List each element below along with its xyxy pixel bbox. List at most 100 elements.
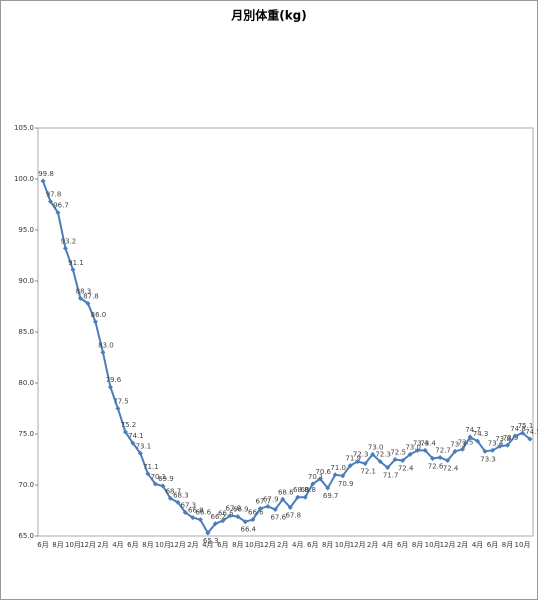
x-tick-label: 2月 <box>97 541 108 549</box>
data-label: 72.5 <box>390 449 406 457</box>
data-label: 69.9 <box>158 475 174 483</box>
data-label: 71.7 <box>383 472 399 480</box>
series-line <box>42 180 531 535</box>
y-tick-label: 85.0 <box>18 328 34 336</box>
x-tick-label: 2月 <box>277 541 288 549</box>
data-label: 67.8 <box>285 511 301 519</box>
y-tick-label: 90.0 <box>18 277 34 285</box>
y-tick-label: 80.0 <box>18 379 34 387</box>
data-label: 72.4 <box>443 465 459 473</box>
data-label: 73.4 <box>420 439 436 447</box>
data-label: 67.7 <box>255 497 271 505</box>
x-tick-label: 8月 <box>232 541 243 549</box>
data-label: 66.6 <box>196 509 212 517</box>
point <box>235 514 241 520</box>
data-label: 74.7 <box>465 426 481 434</box>
data-label: 65.3 <box>203 537 219 545</box>
point <box>70 267 76 273</box>
x-tick-label: 8月 <box>322 541 333 549</box>
x-tick-label: 10月 <box>245 541 261 549</box>
data-label: 66.5 <box>218 510 234 518</box>
point <box>287 504 293 510</box>
y-tick-label: 105.0 <box>14 124 34 132</box>
x-tick-label: 12月 <box>260 541 276 549</box>
point <box>362 461 368 467</box>
point <box>227 513 233 519</box>
point <box>347 463 353 469</box>
point <box>152 481 158 487</box>
point <box>205 530 211 536</box>
data-label: 68.8 <box>300 486 316 494</box>
data-label: 79.6 <box>106 376 122 384</box>
data-label: 72.6 <box>428 462 444 470</box>
point <box>332 472 338 478</box>
data-label: 83.0 <box>98 341 114 349</box>
data-label: 96.7 <box>53 202 69 210</box>
point <box>257 505 263 511</box>
point <box>272 506 278 512</box>
data-label: 72.3 <box>375 451 391 459</box>
point <box>100 349 106 355</box>
point <box>512 433 518 439</box>
point <box>415 447 421 453</box>
data-label: 66.9 <box>233 506 249 514</box>
point <box>40 178 46 184</box>
data-label: 91.1 <box>68 259 84 267</box>
x-tick-label: 10月 <box>155 541 171 549</box>
y-tick-label: 95.0 <box>18 226 34 234</box>
data-label: 73.0 <box>368 443 384 451</box>
point <box>242 519 248 525</box>
data-label: 71.0 <box>330 464 346 472</box>
point <box>520 430 526 436</box>
point <box>340 473 346 479</box>
x-tick-label: 12月 <box>440 541 456 549</box>
point <box>107 384 113 390</box>
point <box>182 510 188 516</box>
y-tick-label: 65.0 <box>18 532 34 540</box>
x-tick-label: 6月 <box>127 541 138 549</box>
data-label: 99.8 <box>38 170 54 178</box>
y-tick-label: 70.0 <box>18 481 34 489</box>
point <box>280 496 286 502</box>
point <box>385 465 391 471</box>
data-label: 69.7 <box>323 492 339 500</box>
point <box>490 447 496 453</box>
data-label: 66.2 <box>211 513 227 521</box>
data-label: 74.5 <box>525 428 538 436</box>
data-label: 70.9 <box>338 480 354 488</box>
x-tick-label: 10月 <box>425 541 441 549</box>
point <box>167 495 173 501</box>
data-label: 67.3 <box>181 502 197 510</box>
data-label: 67.9 <box>263 495 279 503</box>
point <box>505 442 511 448</box>
x-tick-label: 8月 <box>412 541 423 549</box>
data-label: 66.6 <box>248 509 264 517</box>
data-label: 73.3 <box>450 440 466 448</box>
data-label: 93.2 <box>61 237 77 245</box>
point <box>220 518 226 524</box>
data-label: 66.4 <box>240 526 256 534</box>
data-label: 75.2 <box>121 421 137 429</box>
point <box>310 481 316 487</box>
x-tick-label: 4月 <box>292 541 303 549</box>
point <box>392 457 398 462</box>
data-label: 73.9 <box>503 434 519 442</box>
data-label: 97.8 <box>46 190 62 198</box>
point <box>475 438 481 444</box>
data-label: 68.6 <box>278 488 294 496</box>
data-label: 75.1 <box>518 422 534 430</box>
point <box>452 448 458 454</box>
data-label: 72.3 <box>353 451 369 459</box>
data-label: 68.3 <box>173 491 189 499</box>
point <box>317 476 323 482</box>
point <box>175 499 181 505</box>
data-label: 74.3 <box>473 430 489 438</box>
x-tick-label: 8月 <box>52 541 63 549</box>
x-tick-label: 4月 <box>202 541 213 549</box>
x-tick-label: 12月 <box>170 541 186 549</box>
data-label: 73.5 <box>458 438 474 446</box>
x-tick-label: 4月 <box>112 541 123 549</box>
